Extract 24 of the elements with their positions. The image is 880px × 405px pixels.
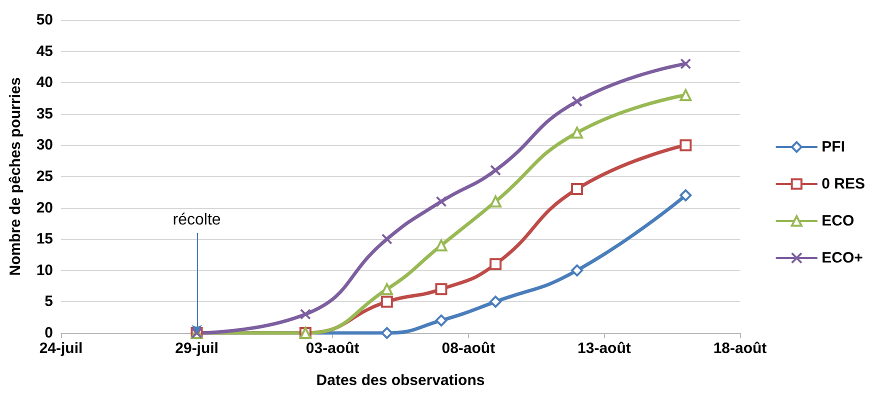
legend-label: ECO+ xyxy=(822,250,864,266)
y-tick-label: 40 xyxy=(36,74,53,92)
y-tick-label: 20 xyxy=(36,199,53,216)
x-tick-label: 13-août xyxy=(578,340,631,357)
y-axis-title: Nombre de pêches pourries xyxy=(7,77,24,276)
legend-label: PFI xyxy=(822,138,845,156)
y-tick-label: 45 xyxy=(36,42,53,60)
y-tick-label: 10 xyxy=(36,262,53,279)
x-axis-title: Dates des observations xyxy=(316,372,485,389)
x-tick-label: 18-août xyxy=(713,340,767,357)
y-tick-label: 0 xyxy=(44,324,53,342)
y-tick-label: 35 xyxy=(36,105,53,122)
legend-label: ECO xyxy=(822,212,854,230)
x-tick-label: 29-juil xyxy=(175,340,218,357)
y-tick-label: 5 xyxy=(44,293,53,310)
legend-label: 0 RES xyxy=(822,176,866,192)
y-tick-label: 25 xyxy=(36,168,53,185)
y-tick-label: 30 xyxy=(36,136,53,154)
annotation: récolte xyxy=(172,211,221,228)
x-tick-label: 03-août xyxy=(306,340,360,357)
x-tick-label: 24-juil xyxy=(39,340,83,357)
y-tick-label: 15 xyxy=(36,230,53,248)
x-tick-label: 08-août xyxy=(442,340,496,357)
y-tick-label: 50 xyxy=(36,12,53,28)
